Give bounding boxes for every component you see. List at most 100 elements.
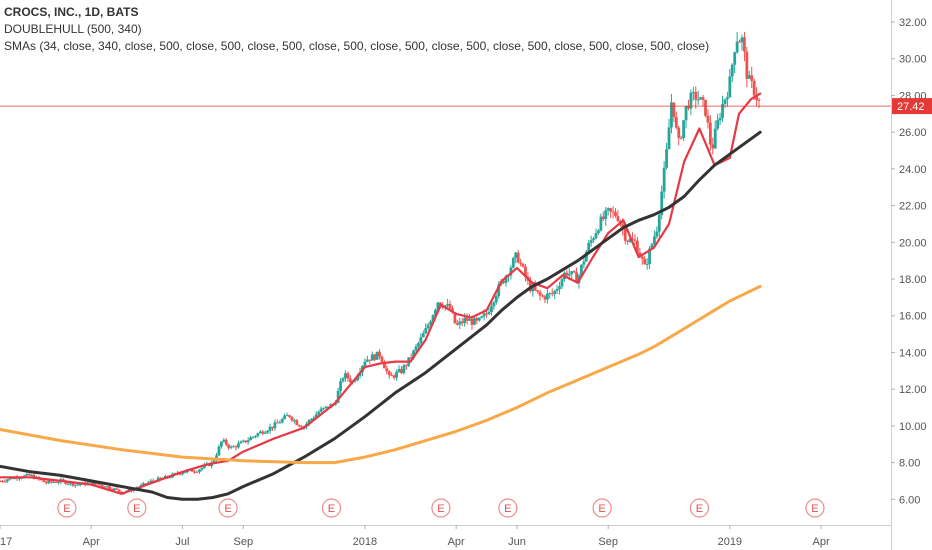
earnings-marker-circle[interactable]	[57, 498, 77, 518]
candle	[708, 115, 712, 151]
candle-body	[516, 252, 520, 263]
candle-body	[706, 115, 710, 123]
candle-body	[708, 122, 712, 145]
candle	[346, 371, 350, 382]
candle-body	[292, 420, 296, 422]
candle	[232, 445, 235, 448]
candle-body	[8, 478, 12, 480]
candle-body	[609, 208, 613, 212]
candle	[696, 90, 700, 105]
earnings-marker-circle[interactable]	[689, 498, 710, 518]
candle	[555, 284, 559, 295]
candle	[229, 445, 233, 450]
indicator-doublehull-label[interactable]: DOUBLEHULL (500, 340)	[4, 22, 142, 36]
candle-body	[1, 480, 4, 482]
candle-body	[115, 488, 119, 490]
candle-body	[373, 354, 377, 360]
candle	[485, 310, 488, 318]
candle-body	[553, 290, 557, 295]
candle-body	[402, 365, 406, 374]
last-price-tag	[892, 98, 932, 115]
candle	[419, 333, 423, 347]
earnings-marker-label: E	[328, 503, 335, 515]
candle-body	[429, 321, 432, 325]
time-tick-label: Apr	[812, 536, 829, 548]
earnings-marker-circle[interactable]	[592, 498, 612, 518]
candle-body	[677, 127, 681, 138]
earnings-marker[interactable]: E	[218, 498, 238, 518]
candle-body	[314, 414, 318, 418]
candle-body	[108, 486, 111, 489]
candle-body	[91, 481, 94, 485]
earnings-marker-circle[interactable]	[127, 498, 147, 518]
candle-body	[555, 289, 559, 291]
candle	[684, 105, 688, 129]
earnings-marker-circle[interactable]	[218, 498, 238, 518]
candle-body	[545, 293, 549, 300]
candle	[589, 235, 593, 247]
candle	[215, 452, 218, 463]
candle	[365, 355, 369, 363]
earnings-marker[interactable]: E	[805, 498, 825, 518]
earnings-marker[interactable]: E	[592, 498, 612, 518]
earnings-marker[interactable]: E	[321, 498, 342, 518]
candle	[701, 94, 705, 107]
candle	[52, 480, 55, 484]
candle	[47, 480, 51, 485]
candle-body	[730, 64, 734, 77]
candle-body	[278, 422, 282, 424]
candle	[601, 211, 605, 222]
candle	[448, 300, 452, 310]
candle	[25, 472, 29, 477]
candle	[400, 366, 403, 375]
candle	[536, 290, 540, 294]
candle	[280, 417, 284, 424]
candle-body	[319, 408, 323, 412]
candle	[217, 444, 221, 457]
candle-body	[100, 484, 104, 487]
candle	[477, 317, 481, 322]
earnings-marker-circle[interactable]	[805, 498, 825, 518]
earnings-marker-circle[interactable]	[321, 498, 342, 518]
candle	[599, 213, 603, 232]
candle	[339, 378, 342, 395]
earnings-marker-circle[interactable]	[431, 498, 451, 518]
candle	[514, 252, 518, 264]
earnings-marker-circle[interactable]	[498, 498, 518, 518]
candle	[341, 376, 345, 383]
candle-body	[339, 381, 342, 391]
candle	[66, 482, 70, 486]
candle	[402, 363, 406, 375]
candle-body	[409, 357, 413, 359]
candle-body	[256, 433, 260, 437]
earnings-marker[interactable]: E	[689, 498, 710, 518]
candle-body	[465, 317, 469, 321]
chart-legend: CROCS, INC., 1D, BATS DOUBLEHULL (500, 3…	[4, 4, 709, 55]
candle	[5, 478, 9, 484]
indicator-smas-label[interactable]: SMAs (34, close, 340, close, 500, close,…	[4, 39, 710, 53]
ma-line-sma-340	[0, 130, 762, 501]
last-price-label: 27.42	[897, 101, 925, 113]
candle-body	[266, 430, 270, 433]
candle-body	[611, 211, 615, 213]
candle	[249, 435, 252, 441]
earnings-marker[interactable]: E	[498, 498, 518, 518]
time-tick-label: Apr	[83, 536, 100, 548]
candle	[645, 258, 649, 270]
candle-body	[497, 284, 501, 297]
candle-body	[271, 426, 274, 429]
symbol-title[interactable]: CROCS, INC., 1D, BATS	[4, 5, 139, 19]
candle-body	[684, 105, 688, 121]
candle	[538, 289, 542, 301]
price-tick-label: 8.00	[899, 458, 920, 470]
earnings-marker[interactable]: E	[431, 498, 451, 518]
candle-body	[504, 275, 508, 283]
earnings-marker[interactable]: E	[57, 498, 77, 518]
earnings-marker[interactable]: E	[127, 498, 147, 518]
candle-body	[570, 271, 574, 275]
candle	[258, 429, 262, 434]
candle	[159, 477, 162, 479]
candle	[704, 99, 707, 118]
candle-body	[536, 290, 540, 292]
